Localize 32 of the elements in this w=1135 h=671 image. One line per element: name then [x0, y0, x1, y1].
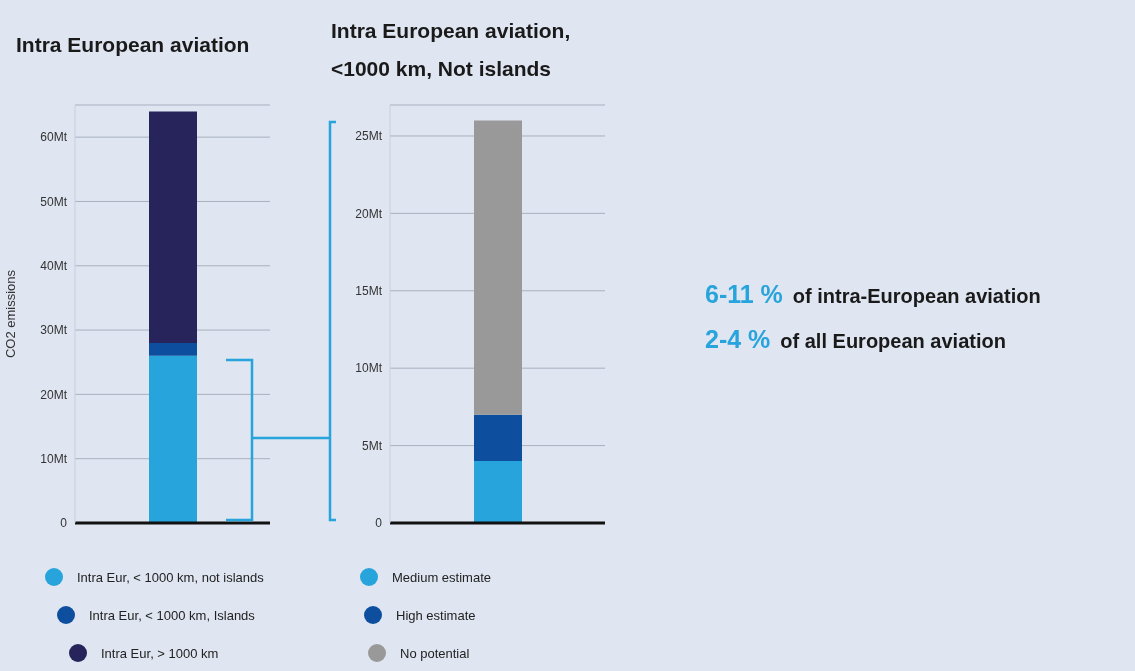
y-tick-label: 10Mt	[40, 451, 68, 466]
bar	[149, 355, 197, 523]
y-tick-label: 30Mt	[40, 323, 68, 338]
bar	[474, 120, 522, 415]
text: 6-11 %	[705, 280, 783, 308]
y-tick-label: 5Mt	[361, 438, 383, 453]
legend-label: Intra Eur, < 1000 km, Islands	[89, 607, 255, 623]
bar	[149, 342, 197, 356]
chart-title: Intra European aviation	[16, 32, 250, 58]
y-tick-label: 15Mt	[355, 284, 383, 299]
chart-title: Intra European aviation, <1000 km, Not islands	[331, 18, 571, 82]
legend-label: Medium estimate	[392, 569, 491, 585]
bar	[474, 414, 522, 462]
text: 2-4 %	[705, 325, 771, 353]
legend-label: High estimate	[396, 607, 476, 623]
y-axis-title: CO2 emissions	[2, 269, 18, 359]
y-tick-label: 20Mt	[355, 206, 383, 221]
legend-label: Intra Eur, > 1000 km	[101, 645, 219, 661]
y-tick-label: 20Mt	[40, 387, 68, 402]
legend-label: No potential	[400, 645, 470, 661]
y-tick-label: 50Mt	[40, 194, 68, 209]
y-tick-label: 40Mt	[40, 259, 68, 274]
bar	[149, 111, 197, 343]
y-tick-label: 10Mt	[355, 361, 383, 376]
legend-label: Intra Eur, < 1000 km, not islands	[77, 569, 264, 585]
y-tick-label: 0	[60, 516, 68, 531]
y-tick-label: 0	[375, 516, 383, 531]
bar	[474, 461, 522, 523]
y-tick-label: 60Mt	[40, 130, 68, 145]
text: of intra-European aviation	[792, 285, 1041, 307]
text: of all European aviation	[780, 330, 1006, 352]
y-tick-label: 25Mt	[355, 129, 383, 144]
